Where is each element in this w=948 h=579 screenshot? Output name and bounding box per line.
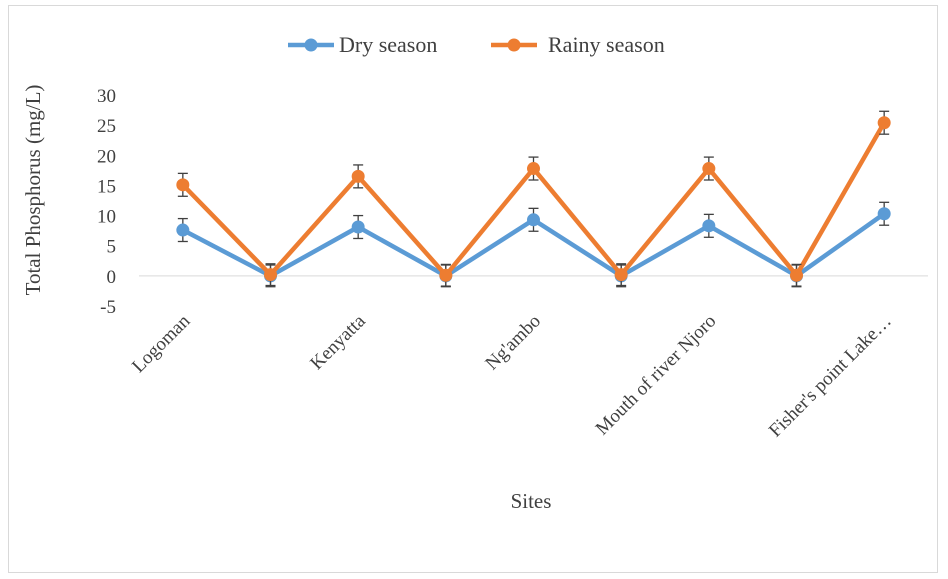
data-point (351, 169, 365, 183)
series-line (181, 121, 887, 278)
x-tick-label: Fisher's point Lake… (765, 311, 896, 442)
data-point (527, 213, 540, 227)
legend-swatch-marker (507, 38, 521, 52)
y-tick-label: 25 (97, 116, 116, 137)
legend: Dry season Rainy season (288, 32, 665, 57)
y-tick-label: 10 (97, 207, 116, 228)
y-axis-title: Total Phosphorus (mg/L) (21, 85, 45, 296)
data-point (176, 223, 190, 237)
data-point (790, 268, 803, 282)
legend-label: Dry season (339, 32, 437, 57)
data-point (702, 219, 716, 233)
data-point (702, 162, 716, 176)
data-point (527, 162, 540, 176)
legend-item: Rainy season (491, 32, 665, 57)
series-1 (176, 110, 891, 287)
y-tick-label: 20 (97, 146, 116, 167)
series-0 (176, 201, 891, 288)
data-point (264, 268, 277, 282)
data-point (351, 220, 365, 234)
y-tick-label: -5 (100, 297, 116, 318)
data-point (877, 207, 891, 221)
x-axis: Logoman Kenyatta Ng'ambo Mouth of river Njo… (128, 275, 928, 442)
y-tick-label: 5 (107, 237, 117, 258)
legend-swatch-marker (304, 38, 318, 52)
y-axis: -5 0 5 10 15 20 25 30 (97, 86, 116, 318)
legend-item: Dry season (288, 32, 437, 57)
y-tick-label: 15 (97, 176, 116, 197)
data-point (614, 268, 628, 282)
data-point (439, 268, 453, 282)
chart-frame (8, 5, 938, 573)
x-tick-label: Ng'ambo (481, 311, 545, 375)
data-point (877, 116, 891, 130)
data-point (176, 178, 190, 192)
x-axis-title: Sites (511, 489, 552, 513)
x-tick-label: Kenyatta (306, 310, 370, 374)
legend-label: Rainy season (548, 32, 665, 57)
y-tick-label: 0 (107, 267, 117, 288)
x-tick-label: Logoman (128, 310, 195, 377)
x-tick-label: Mouth of river Njoro (592, 311, 721, 440)
y-tick-label: 30 (97, 86, 116, 107)
plot-area (176, 110, 891, 288)
